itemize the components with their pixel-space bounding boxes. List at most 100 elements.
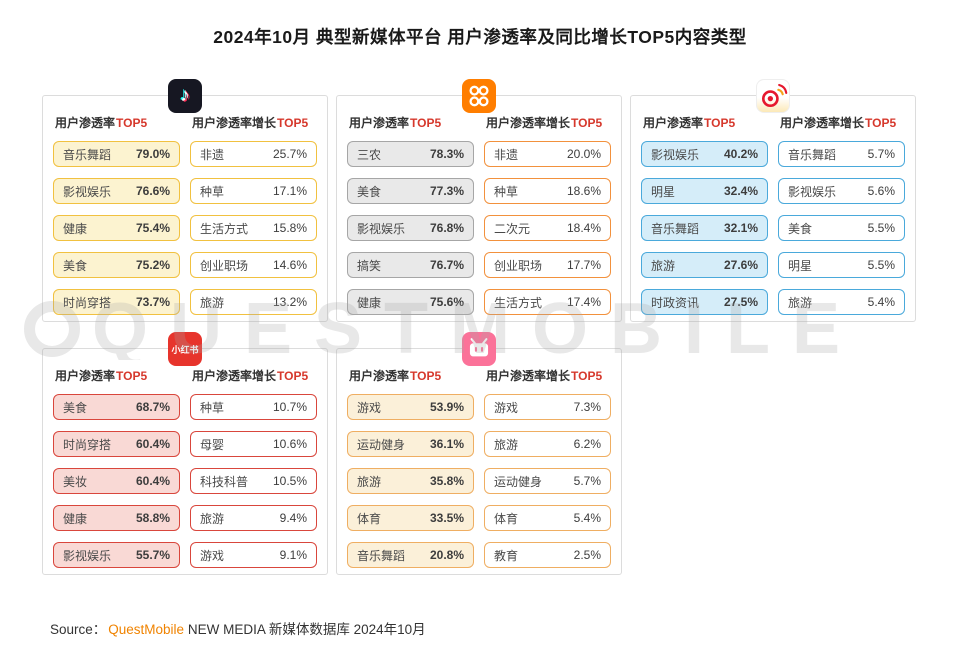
- category-label: 影视娱乐: [788, 184, 837, 199]
- value-label: 73.7%: [135, 295, 170, 309]
- category-label: 游戏: [200, 548, 225, 563]
- category-label: 时政资讯: [651, 295, 700, 310]
- penetration-item: 健康 75.4%: [53, 215, 180, 241]
- value-label: 10.5%: [272, 474, 307, 488]
- category-label: 科技科普: [200, 474, 249, 489]
- category-label: 体育: [357, 511, 382, 526]
- category-label: 影视娱乐: [63, 548, 112, 563]
- penetration-item: 健康 58.8%: [53, 505, 180, 531]
- penetration-item: 音乐舞蹈 79.0%: [53, 141, 180, 167]
- penetration-item: 搞笑 76.7%: [347, 252, 474, 278]
- growth-item: 旅游 9.4%: [190, 505, 317, 531]
- growth-column: 用户渗透率增长TOP5 非遗 20.0% 种草 18.6% 二次元 18.4% 创业职场 17…: [484, 114, 611, 315]
- growth-column: 用户渗透率增长TOP5 游戏 7.3% 旅游 6.2% 运动健身 5.7% 体育 5.4% 教育…: [484, 367, 611, 568]
- value-label: 5.4%: [867, 295, 895, 309]
- penetration-item: 运动健身 36.1%: [347, 431, 474, 457]
- value-label: 76.8%: [429, 221, 464, 235]
- bilibili-logo-icon: [462, 332, 496, 366]
- value-label: 75.2%: [135, 258, 170, 272]
- penetration-item: 音乐舞蹈 20.8%: [347, 542, 474, 568]
- penetration-item: 健康 75.6%: [347, 289, 474, 315]
- penetration-item: 影视娱乐 40.2%: [641, 141, 768, 167]
- value-label: 20.0%: [566, 147, 601, 161]
- growth-list: 音乐舞蹈 5.7% 影视娱乐 5.6% 美食 5.5% 明星 5.5% 旅游 5.4%: [778, 141, 905, 315]
- growth-item: 生活方式 15.8%: [190, 215, 317, 241]
- category-label: 搞笑: [357, 258, 382, 273]
- category-label: 影视娱乐: [651, 147, 700, 162]
- growth-top5-header: 用户渗透率增长TOP5: [192, 116, 309, 130]
- value-label: 35.8%: [429, 474, 464, 488]
- growth-item: 教育 2.5%: [484, 542, 611, 568]
- category-label: 运动健身: [494, 474, 543, 489]
- penetration-list: 音乐舞蹈 79.0% 影视娱乐 76.6% 健康 75.4% 美食 75.2% 时尚穿搭 73.7…: [53, 141, 180, 315]
- growth-list: 非遗 20.0% 种草 18.6% 二次元 18.4% 创业职场 17.7% 生活方式 17.4%: [484, 141, 611, 315]
- growth-top5-header: 用户渗透率增长TOP5: [486, 116, 603, 130]
- source-brand: QuestMobile: [108, 622, 185, 637]
- kuaishou-camera-glyph: [469, 85, 489, 107]
- category-label: 非遗: [494, 147, 519, 162]
- penetration-item: 体育 33.5%: [347, 505, 474, 531]
- top-row: ♪ 用户渗透率TOP5 音乐舞蹈 79.0% 影视娱乐 76.6% 健康 75.4% 美食 7…: [42, 79, 918, 322]
- value-label: 32.4%: [723, 184, 758, 198]
- value-label: 5.7%: [573, 474, 601, 488]
- value-label: 5.6%: [867, 184, 895, 198]
- penetration-column: 用户渗透率TOP5 音乐舞蹈 79.0% 影视娱乐 76.6% 健康 75.4% 美食 75.…: [53, 114, 180, 315]
- penetration-top5-header: 用户渗透率TOP5: [349, 116, 442, 130]
- panels-area: ♪ 用户渗透率TOP5 音乐舞蹈 79.0% 影视娱乐 76.6% 健康 75.4% 美食 7…: [42, 79, 918, 575]
- penetration-item: 音乐舞蹈 32.1%: [641, 215, 768, 241]
- category-label: 旅游: [494, 437, 519, 452]
- penetration-item: 明星 32.4%: [641, 178, 768, 204]
- penetration-item: 时尚穿搭 60.4%: [53, 431, 180, 457]
- category-label: 美妆: [63, 474, 88, 489]
- growth-top5-header: 用户渗透率增长TOP5: [192, 369, 309, 383]
- growth-item: 旅游 6.2%: [484, 431, 611, 457]
- value-label: 17.7%: [566, 258, 601, 272]
- value-label: 14.6%: [272, 258, 307, 272]
- value-label: 5.5%: [867, 221, 895, 235]
- category-label: 美食: [788, 221, 813, 236]
- category-label: 二次元: [494, 221, 531, 236]
- category-label: 明星: [651, 184, 676, 199]
- growth-item: 创业职场 14.6%: [190, 252, 317, 278]
- value-label: 13.2%: [272, 295, 307, 309]
- penetration-list: 影视娱乐 40.2% 明星 32.4% 音乐舞蹈 32.1% 旅游 27.6% 时政资讯 27.5…: [641, 141, 768, 315]
- source-prefix: Source：: [50, 622, 107, 637]
- penetration-item: 美食 75.2%: [53, 252, 180, 278]
- growth-top5-header: 用户渗透率增长TOP5: [780, 116, 897, 130]
- value-label: 18.4%: [566, 221, 601, 235]
- category-label: 种草: [200, 400, 225, 415]
- category-label: 音乐舞蹈: [651, 221, 700, 236]
- growth-item: 游戏 7.3%: [484, 394, 611, 420]
- penetration-item: 旅游 27.6%: [641, 252, 768, 278]
- value-label: 25.7%: [272, 147, 307, 161]
- category-label: 旅游: [357, 474, 382, 489]
- category-label: 美食: [63, 400, 88, 415]
- value-label: 58.8%: [135, 511, 170, 525]
- penetration-column: 用户渗透率TOP5 三农 78.3% 美食 77.3% 影视娱乐 76.8% 搞笑 76.7%…: [347, 114, 474, 315]
- value-label: 55.7%: [135, 548, 170, 562]
- category-label: 游戏: [357, 400, 382, 415]
- growth-item: 音乐舞蹈 5.7%: [778, 141, 905, 167]
- category-label: 旅游: [200, 295, 225, 310]
- value-label: 68.7%: [135, 400, 170, 414]
- growth-item: 影视娱乐 5.6%: [778, 178, 905, 204]
- value-label: 79.0%: [135, 147, 170, 161]
- music-note-glyph: ♪: [180, 85, 190, 106]
- growth-column: 用户渗透率增长TOP5 音乐舞蹈 5.7% 影视娱乐 5.6% 美食 5.5% 明星 5.5%…: [778, 114, 905, 315]
- penetration-item: 影视娱乐 76.8%: [347, 215, 474, 241]
- page-title: 2024年10月 典型新媒体平台 用户渗透率及同比增长TOP5内容类型: [213, 27, 747, 47]
- category-label: 时尚穿搭: [63, 295, 112, 310]
- penetration-item: 时政资讯 27.5%: [641, 289, 768, 315]
- value-label: 18.6%: [566, 184, 601, 198]
- category-label: 影视娱乐: [63, 184, 112, 199]
- penetration-item: 美妆 60.4%: [53, 468, 180, 494]
- growth-column: 用户渗透率增长TOP5 种草 10.7% 母婴 10.6% 科技科普 10.5% 旅游 9.4…: [190, 367, 317, 568]
- penetration-column: 用户渗透率TOP5 影视娱乐 40.2% 明星 32.4% 音乐舞蹈 32.1% 旅游 27.…: [641, 114, 768, 315]
- penetration-item: 美食 77.3%: [347, 178, 474, 204]
- growth-list: 游戏 7.3% 旅游 6.2% 运动健身 5.7% 体育 5.4% 教育 2.5%: [484, 394, 611, 568]
- penetration-top5-header: 用户渗透率TOP5: [643, 116, 736, 130]
- value-label: 17.1%: [272, 184, 307, 198]
- penetration-top5-header: 用户渗透率TOP5: [55, 369, 148, 383]
- penetration-item: 时尚穿搭 73.7%: [53, 289, 180, 315]
- growth-item: 二次元 18.4%: [484, 215, 611, 241]
